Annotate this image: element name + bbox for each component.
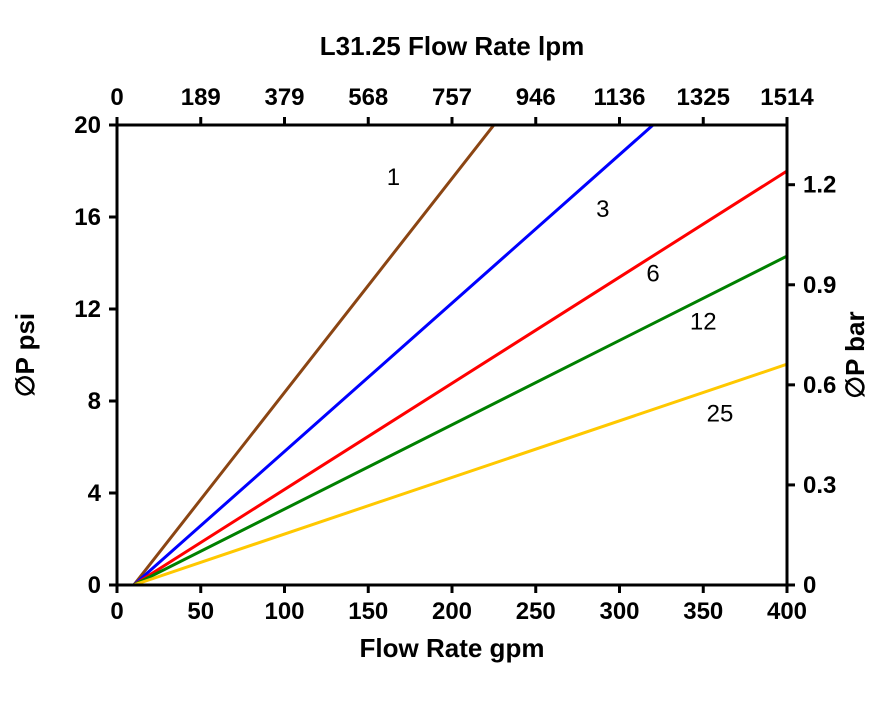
x-bottom-tick-label: 50	[187, 598, 214, 625]
x-bottom-tick-label: 0	[110, 598, 123, 625]
x-top-tick-label: 1136	[593, 84, 645, 111]
x-bottom-title: Flow Rate gpm	[360, 633, 545, 663]
x-bottom-tick-label: 350	[683, 598, 723, 625]
x-top-tick-label: 568	[348, 84, 388, 111]
flow-rate-chart: 050100150200250300350400Flow Rate gpm018…	[0, 0, 886, 702]
y-right-title: ∅P bar	[840, 311, 870, 398]
y-left-tick-label: 12	[74, 296, 101, 323]
y-right-tick-label: 0.3	[803, 472, 836, 499]
x-top-tick-label: 379	[264, 84, 304, 111]
y-left-tick-label: 20	[74, 112, 101, 139]
y-left-title: ∅P psi	[10, 313, 40, 397]
y-left-tick-label: 16	[74, 204, 101, 231]
y-left-tick-label: 8	[88, 388, 101, 415]
x-bottom-tick-label: 100	[264, 598, 304, 625]
x-bottom-tick-label: 250	[516, 598, 556, 625]
x-bottom-tick-label: 200	[432, 598, 472, 625]
x-top-tick-label: 0	[110, 84, 123, 111]
series-label-12: 12	[690, 309, 717, 336]
x-top-tick-label: 189	[181, 84, 221, 111]
series-label-6: 6	[646, 260, 659, 287]
y-right-tick-label: 1.2	[803, 172, 836, 199]
x-bottom-tick-label: 150	[348, 598, 388, 625]
x-top-tick-label: 1514	[760, 84, 814, 111]
x-top-tick-label: 946	[516, 84, 556, 111]
x-bottom-tick-label: 300	[599, 598, 639, 625]
y-right-tick-label: 0.6	[803, 372, 836, 399]
x-bottom-tick-label: 400	[767, 598, 807, 625]
chart-svg: 050100150200250300350400Flow Rate gpm018…	[0, 0, 886, 702]
y-left-tick-label: 0	[88, 572, 101, 599]
series-label-25: 25	[707, 401, 734, 428]
series-label-1: 1	[387, 164, 400, 191]
chart-title-top: L31.25 Flow Rate lpm	[320, 31, 584, 61]
x-top-tick-label: 1325	[677, 84, 730, 111]
x-top-tick-label: 757	[432, 84, 472, 111]
y-left-tick-label: 4	[88, 480, 102, 507]
y-right-tick-label: 0	[803, 572, 816, 599]
series-label-3: 3	[596, 196, 609, 223]
y-right-tick-label: 0.9	[803, 272, 836, 299]
